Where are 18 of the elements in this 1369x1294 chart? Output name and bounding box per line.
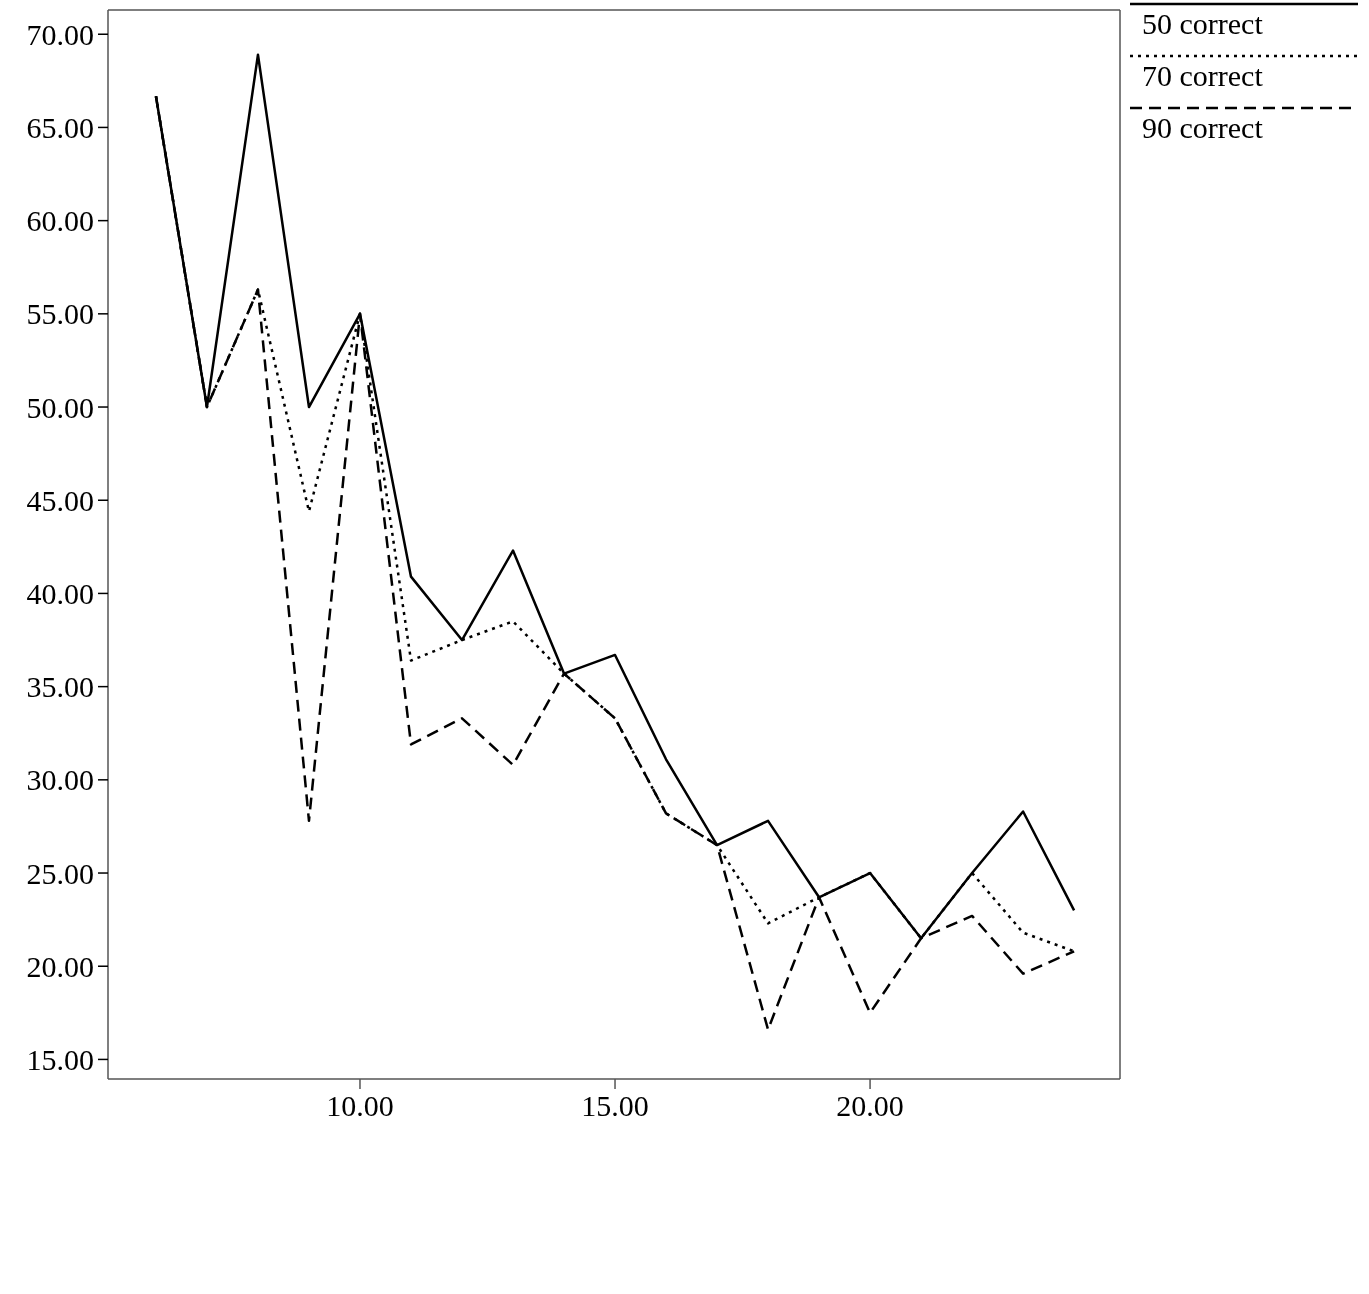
- y-tick-label: 70.00: [26, 17, 94, 51]
- y-tick-label: 15.00: [26, 1043, 94, 1077]
- y-tick-label: 35.00: [26, 670, 94, 704]
- text: 50 correct: [1141, 7, 1264, 40]
- y-tick-label: 55.00: [26, 297, 94, 331]
- text: 70 correct: [1141, 59, 1264, 92]
- y-tick-label: 40.00: [26, 577, 94, 611]
- y-tick-label: 45.00: [26, 483, 94, 517]
- y-tick-label: 25.00: [26, 856, 94, 890]
- x-tick-label: 10.00: [326, 1089, 394, 1123]
- y-tick-label: 60.00: [26, 204, 94, 238]
- x-tick-label: 15.00: [581, 1089, 649, 1123]
- y-tick-label: 65.00: [26, 111, 94, 145]
- y-tick-label: 30.00: [26, 763, 94, 797]
- text: 90 correct: [1141, 111, 1264, 144]
- y-tick-label: 20.00: [26, 949, 94, 983]
- x-tick-label: 20.00: [836, 1089, 904, 1123]
- y-tick-label: 50.00: [26, 390, 94, 424]
